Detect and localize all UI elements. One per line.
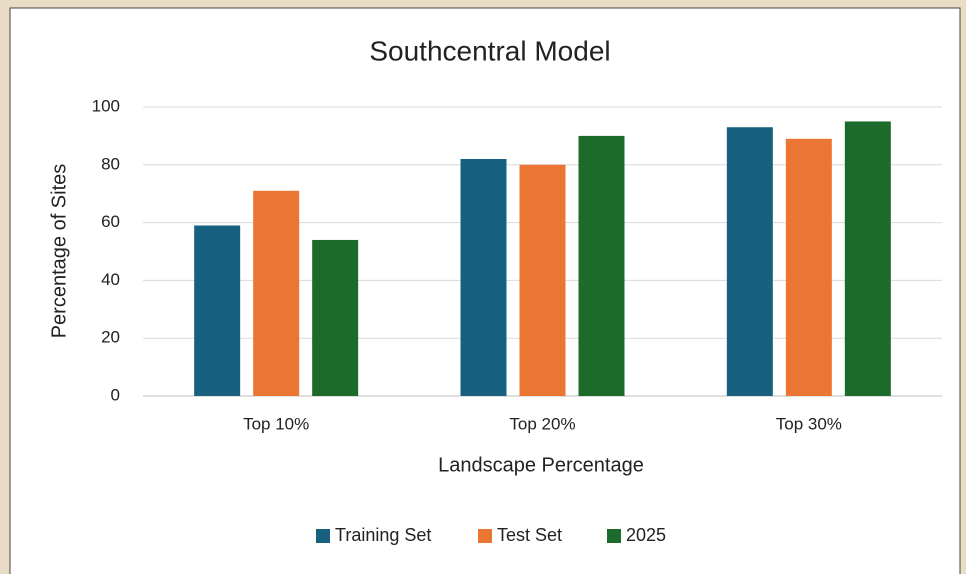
bar bbox=[460, 159, 507, 396]
bar bbox=[312, 239, 359, 396]
bar bbox=[726, 127, 773, 396]
legend-label: Training Set bbox=[335, 525, 431, 545]
legend-swatch bbox=[478, 529, 492, 543]
bar bbox=[785, 138, 832, 397]
y-tick-label: 20 bbox=[101, 328, 120, 347]
y-tick-label: 80 bbox=[101, 154, 120, 173]
x-tick-label: Top 20% bbox=[509, 414, 575, 433]
y-axis-label: Percentage of Sites bbox=[48, 164, 70, 339]
legend-label: Test Set bbox=[497, 525, 562, 545]
legend-swatch bbox=[607, 529, 621, 543]
bar bbox=[253, 190, 300, 396]
y-tick-label: 0 bbox=[111, 385, 120, 404]
bar bbox=[519, 164, 566, 396]
y-tick-label: 40 bbox=[101, 270, 120, 289]
y-tick-label: 100 bbox=[92, 96, 120, 115]
chart-title: Southcentral Model bbox=[369, 35, 610, 66]
x-axis-label: Landscape Percentage bbox=[438, 454, 644, 476]
x-tick-label: Top 10% bbox=[243, 414, 309, 433]
bar bbox=[194, 225, 241, 396]
bar bbox=[844, 121, 891, 396]
x-tick-label: Top 30% bbox=[776, 414, 842, 433]
legend-label: 2025 bbox=[626, 525, 666, 545]
bar bbox=[578, 135, 625, 396]
legend-swatch bbox=[316, 529, 330, 543]
y-tick-label: 60 bbox=[101, 212, 120, 231]
